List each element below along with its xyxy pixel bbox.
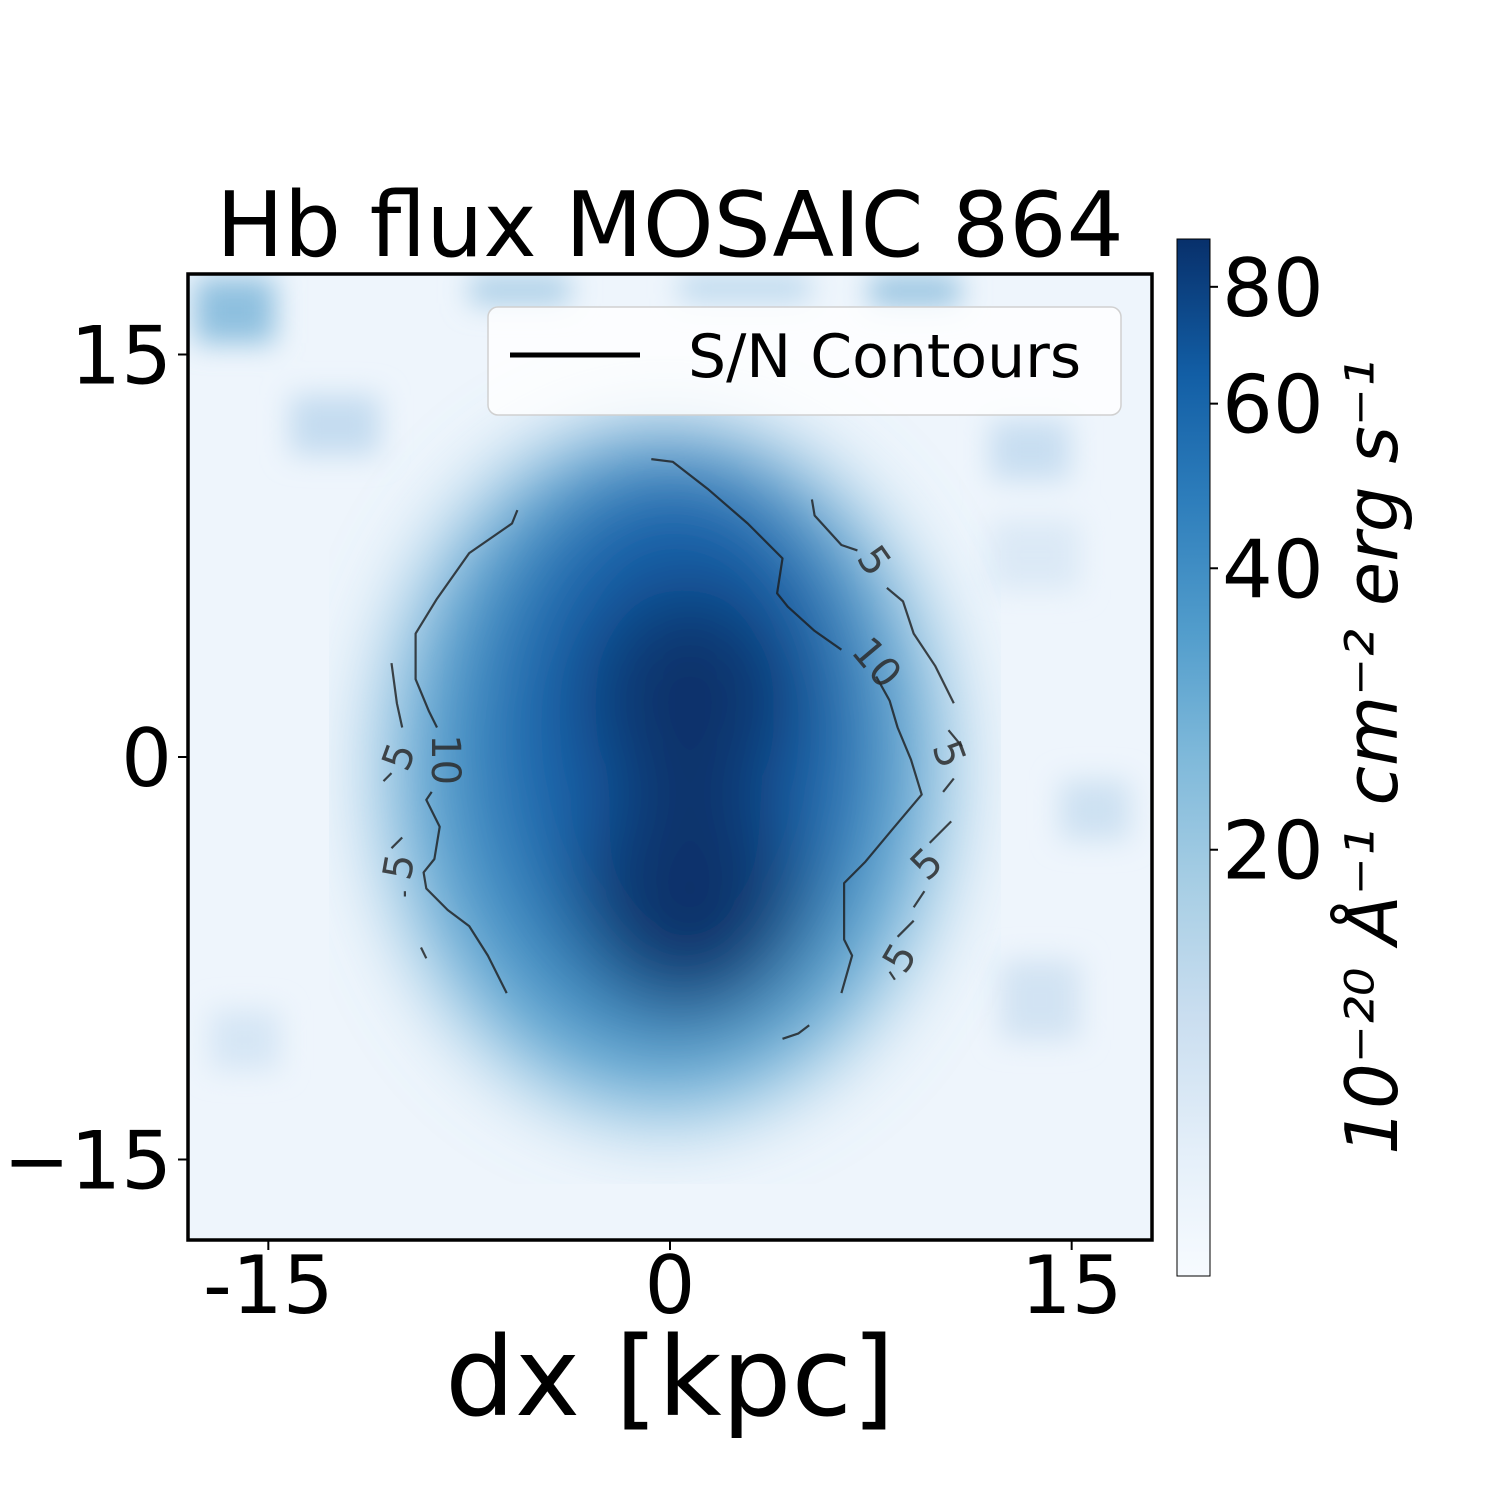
colorbar-tick-label-0: 20 bbox=[1222, 805, 1324, 898]
colorbar-ticks: 20 40 60 80 bbox=[1210, 242, 1324, 898]
contour-line-level-10-3 bbox=[840, 675, 923, 994]
contour-line-level-10-0 bbox=[414, 509, 519, 728]
y-tick-label-0: 15 bbox=[70, 310, 172, 403]
colorbar-label: 10⁻²⁰ Å⁻¹ cm⁻² erg s⁻¹ bbox=[1330, 359, 1414, 1155]
contour-line-level-5-8 bbox=[928, 820, 952, 844]
x-tick-label-1: 0 bbox=[645, 1239, 696, 1332]
contour-line-level-5-13 bbox=[390, 662, 404, 728]
heatmap-image bbox=[188, 274, 1152, 1240]
colorbar-tick-label-2: 60 bbox=[1222, 359, 1324, 452]
y-axis: 15 0 −15 bbox=[3, 310, 188, 1208]
contour-line-level-5-17 bbox=[420, 947, 428, 959]
chart-title: Hb flux MOSAIC 864 bbox=[216, 173, 1124, 278]
contour-line-level-5-7 bbox=[942, 777, 955, 793]
heatmap-noise bbox=[195, 276, 1130, 1070]
colorbar-tick-label-3: 80 bbox=[1222, 242, 1324, 335]
x-axis-label: dx [kpc] bbox=[445, 1313, 895, 1441]
contour-line-level-10-1 bbox=[422, 791, 508, 994]
x-tick-label-0: -15 bbox=[203, 1239, 334, 1332]
colorbar: 20 40 60 80 10⁻²⁰ Å⁻¹ cm⁻² erg s⁻¹ bbox=[1176, 238, 1414, 1277]
colorbar-gradient bbox=[1176, 238, 1211, 1277]
emission-blob bbox=[385, 425, 945, 1115]
x-tick-label-2: 15 bbox=[1021, 1239, 1123, 1332]
contour-line-level-5-11 bbox=[888, 971, 896, 981]
contour-line-level-5-12 bbox=[782, 1024, 810, 1040]
x-axis: -15 0 15 bbox=[203, 1239, 1123, 1332]
contour-line-level-5-15 bbox=[390, 836, 403, 849]
contour-line-level-5-6 bbox=[947, 729, 963, 748]
colorbar-tick-label-1: 40 bbox=[1222, 523, 1324, 616]
legend-label: S/N Contours bbox=[688, 322, 1081, 392]
legend-box bbox=[487, 306, 1122, 416]
contour-line-level-5-5 bbox=[886, 587, 955, 704]
contour-layer bbox=[382, 458, 963, 1040]
legend: S/N Contours bbox=[487, 306, 1122, 416]
y-tick-label-2: −15 bbox=[3, 1115, 172, 1208]
contour-line-level-5-14 bbox=[382, 772, 393, 782]
y-tick-label-1: 0 bbox=[121, 712, 172, 805]
contour-line-level-10-2 bbox=[651, 458, 843, 651]
contour-line-level-5-4 bbox=[810, 499, 858, 552]
contour-label-6: 10 bbox=[422, 734, 468, 785]
contour-line-level-5-10 bbox=[896, 919, 915, 938]
contour-line-level-5-9 bbox=[912, 890, 926, 908]
